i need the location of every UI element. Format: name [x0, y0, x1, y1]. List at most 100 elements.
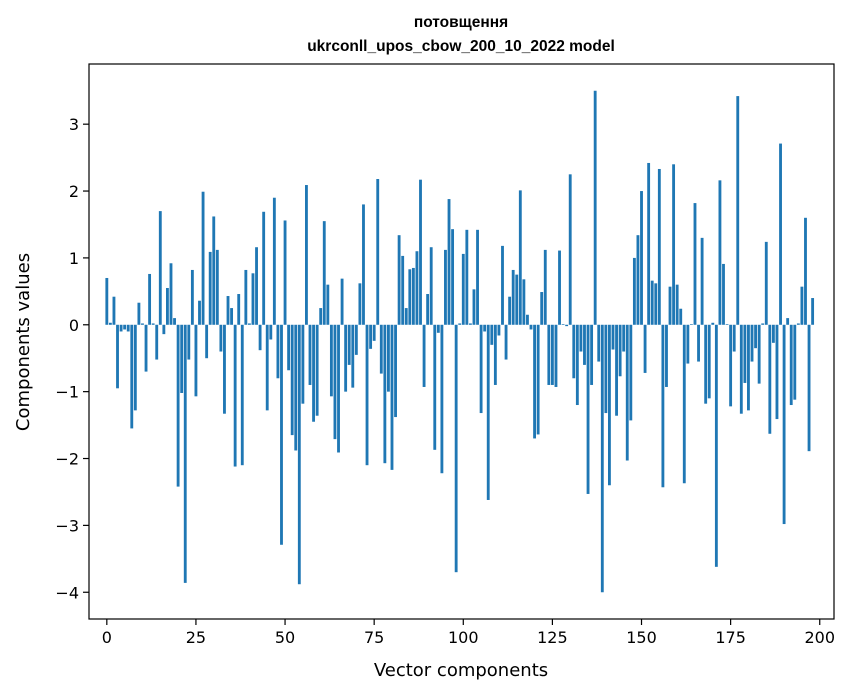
bar-182 [754, 324, 757, 349]
bar-169 [707, 324, 711, 399]
bar-41 [251, 273, 255, 325]
bar-151 [643, 324, 647, 373]
bar-48 [276, 324, 280, 379]
bar-9 [137, 302, 141, 325]
bar-138 [597, 324, 601, 362]
bar-178 [739, 324, 743, 414]
bar-56 [305, 185, 308, 325]
bar-121 [536, 324, 540, 435]
bar-87 [415, 251, 419, 325]
bar-59 [315, 324, 319, 416]
bar-194 [796, 323, 800, 325]
bar-117 [522, 279, 526, 325]
bar-44 [262, 211, 266, 325]
bar-81 [394, 324, 397, 418]
bar-60 [319, 308, 323, 325]
bar-147 [629, 324, 633, 421]
bar-167 [700, 237, 704, 325]
bar-144 [618, 324, 622, 377]
bar-164 [689, 324, 693, 325]
bar-122 [540, 292, 544, 325]
bar-54 [297, 324, 301, 585]
bar-31 [215, 249, 219, 325]
bar-24 [190, 269, 194, 325]
chart-title: потовщення [414, 14, 508, 31]
bar-110 [497, 324, 501, 336]
bar-45 [265, 324, 269, 411]
bar-181 [750, 324, 754, 362]
bar-40 [247, 323, 251, 325]
bar-190 [782, 324, 786, 525]
bar-53 [294, 324, 298, 451]
bar-145 [622, 324, 626, 352]
bar-86 [411, 267, 415, 325]
bar-173 [722, 263, 725, 325]
bar-162 [682, 324, 686, 484]
bar-64 [333, 324, 337, 440]
bar-17 [166, 288, 169, 325]
bar-111 [501, 245, 504, 325]
bar-78 [383, 324, 387, 464]
bar-70 [354, 324, 358, 355]
bar-80 [390, 324, 394, 470]
bar-29 [208, 251, 212, 325]
bar-191 [786, 318, 790, 325]
bar-195 [800, 286, 804, 325]
bar-163 [686, 324, 690, 364]
bar-171 [714, 324, 718, 567]
x-axis: 0 25 50 75 100 125 150 175 200 [102, 619, 835, 647]
bar-101 [465, 229, 469, 325]
bar-172 [718, 180, 722, 325]
bar-137 [593, 90, 597, 325]
bar-68 [347, 324, 351, 365]
bar-36 [233, 324, 237, 467]
bar-192 [789, 324, 793, 406]
bar-131 [572, 324, 576, 379]
bar-15 [158, 211, 162, 325]
bar-113 [508, 296, 512, 325]
bar-168 [704, 324, 708, 404]
bar-154 [654, 283, 658, 325]
bar-25 [194, 324, 198, 397]
bar-39 [244, 269, 248, 325]
bar-95 [444, 249, 447, 325]
x-tick-label: 0 [102, 628, 112, 647]
bar-193 [793, 324, 797, 400]
bar-13 [151, 323, 155, 325]
bar-22 [183, 324, 187, 583]
bar-135 [586, 324, 590, 494]
bar-62 [326, 284, 330, 325]
bar-123 [543, 249, 547, 325]
bar-100 [461, 253, 465, 325]
bar-63 [329, 324, 333, 397]
bar-49 [280, 324, 283, 545]
bar-92 [433, 324, 437, 450]
bar-7 [130, 324, 134, 429]
y-tick-label: 2 [69, 182, 79, 201]
bar-130 [568, 174, 572, 325]
bar-156 [661, 324, 665, 488]
bar-134 [583, 324, 586, 365]
bar-118 [526, 314, 529, 325]
bar-148 [632, 257, 636, 325]
bar-102 [468, 323, 472, 325]
bar-153 [650, 280, 654, 325]
bar-8 [133, 324, 137, 411]
bar-158 [668, 286, 672, 325]
bar-89 [422, 324, 426, 387]
bar-19 [173, 318, 176, 325]
bar-90 [426, 294, 430, 325]
y-tick-label: −3 [55, 516, 79, 535]
bar-3 [116, 324, 119, 389]
bar-79 [387, 324, 390, 392]
bar-184 [761, 323, 765, 325]
bar-166 [697, 324, 700, 362]
x-tick-label: 75 [364, 628, 384, 647]
bar-96 [447, 199, 451, 325]
bar-35 [230, 308, 234, 325]
bar-174 [725, 324, 729, 325]
bar-99 [458, 323, 462, 325]
bar-23 [187, 324, 191, 360]
bar-170 [711, 322, 715, 325]
bar-136 [590, 324, 594, 385]
